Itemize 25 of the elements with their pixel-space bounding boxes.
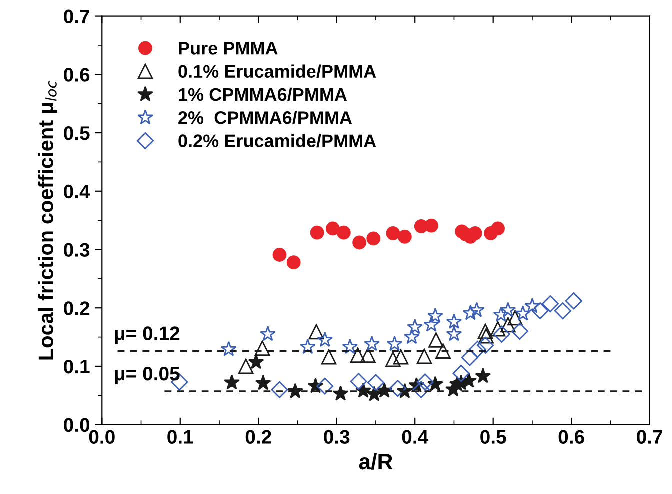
y-tick-label: 0.5 [64,126,90,140]
x-tick-label: 0.7 [637,430,662,444]
x-tick-label: 0.1 [168,430,194,444]
legend-label: 1% CPMMA6/PMMA [179,88,348,102]
y-tick-label: 0.3 [64,243,90,258]
legend-label: 2% CPMMA6/PMMA [178,111,352,124]
y-tick-label: 0.7 [64,10,90,24]
x-axis-title: a/R [359,453,393,470]
annotation: μ= 0.05 [115,366,180,384]
y-tick-label: 0.4 [64,184,90,199]
legend-label: 0.1% Erucamide/PMMA [178,64,376,78]
y-axis-title: Local friction coefficient μ$_{loc}$ [38,80,58,360]
annotation: μ= 0.12 [115,326,180,344]
y-tick-label: 0.2 [64,302,90,316]
x-tick-label: 0.2 [246,430,272,444]
x-tick-label: 0.4 [402,430,429,444]
y-tick-label: 0.1 [64,360,90,374]
y-tick-label: 0.0 [64,418,90,432]
legend-label: Pure PMMA [179,42,278,55]
x-tick-label: 0.0 [89,430,115,444]
x-tick-label: 0.6 [558,430,584,444]
x-tick-label: 0.3 [324,430,350,444]
x-tick-label: 0.5 [480,430,506,444]
y-tick-label: 0.6 [64,68,90,82]
legend-label: 0.2% Erucamide/PMMA [178,134,376,148]
